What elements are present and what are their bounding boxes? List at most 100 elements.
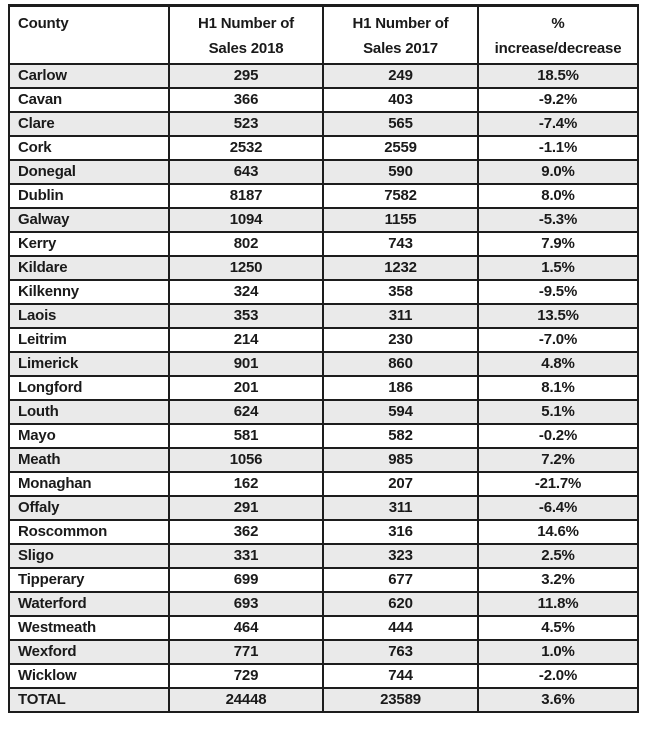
sales-2017-cell: 403 xyxy=(322,87,479,113)
col-header-percent-change: % increase/decrease xyxy=(477,4,639,65)
percent-change-cell: 8.0% xyxy=(477,183,639,209)
sales-2017-cell: 444 xyxy=(322,615,479,641)
percent-change-cell: -2.0% xyxy=(477,663,639,689)
table-row: Cork 2532 2559 -1.1% xyxy=(8,135,639,161)
percent-change-cell: 1.0% xyxy=(477,639,639,665)
col-header-sales-2017-line1: H1 Number of xyxy=(352,15,449,32)
county-cell: Kilkenny xyxy=(8,279,170,305)
table-row: Limerick 901 860 4.8% xyxy=(8,351,639,377)
sales-2017-cell: 207 xyxy=(322,471,479,497)
table-row: Longford 201 186 8.1% xyxy=(8,375,639,401)
percent-change-cell: -1.1% xyxy=(477,135,639,161)
sales-2017-cell: 316 xyxy=(322,519,479,545)
col-header-county: County xyxy=(8,4,170,65)
sales-2018-cell: 291 xyxy=(168,495,324,521)
sales-2017-cell: 249 xyxy=(322,63,479,89)
county-cell: Cork xyxy=(8,135,170,161)
sales-2018-cell: 366 xyxy=(168,87,324,113)
sales-2018-cell: 1094 xyxy=(168,207,324,233)
table-row: Meath 1056 985 7.2% xyxy=(8,447,639,473)
county-cell: Donegal xyxy=(8,159,170,185)
percent-change-cell: 14.6% xyxy=(477,519,639,545)
county-cell: Kerry xyxy=(8,231,170,257)
sales-2017-cell: 323 xyxy=(322,543,479,569)
percent-change-cell: 2.5% xyxy=(477,543,639,569)
percent-change-cell: 8.1% xyxy=(477,375,639,401)
sales-2018-cell: 353 xyxy=(168,303,324,329)
sales-2018-cell: 2532 xyxy=(168,135,324,161)
county-cell: Leitrim xyxy=(8,327,170,353)
county-cell: Roscommon xyxy=(8,519,170,545)
percent-change-cell: 18.5% xyxy=(477,63,639,89)
sales-2017-cell: 230 xyxy=(322,327,479,353)
col-header-sales-2018-line1: H1 Number of xyxy=(198,15,294,32)
table-row: Westmeath 464 444 4.5% xyxy=(8,615,639,641)
sales-2017-cell: 860 xyxy=(322,351,479,377)
table-row: Sligo 331 323 2.5% xyxy=(8,543,639,569)
percent-change-cell: 3.6% xyxy=(477,687,639,713)
sales-2018-cell: 581 xyxy=(168,423,324,449)
sales-2017-cell: 358 xyxy=(322,279,479,305)
sales-2017-cell: 1232 xyxy=(322,255,479,281)
sales-2017-cell: 582 xyxy=(322,423,479,449)
col-header-sales-2017-line2: Sales 2017 xyxy=(363,40,438,57)
col-header-county-label: County xyxy=(18,15,69,32)
percent-change-cell: 1.5% xyxy=(477,255,639,281)
table-row: Mayo 581 582 -0.2% xyxy=(8,423,639,449)
col-header-percent-change-line1: % xyxy=(551,15,565,32)
total-row: TOTAL 24448 23589 3.6% xyxy=(8,687,639,713)
percent-change-cell: -0.2% xyxy=(477,423,639,449)
sales-2017-cell: 744 xyxy=(322,663,479,689)
percent-change-cell: -21.7% xyxy=(477,471,639,497)
col-header-sales-2018: H1 Number of Sales 2018 xyxy=(168,4,324,65)
percent-change-cell: 4.8% xyxy=(477,351,639,377)
county-cell: Offaly xyxy=(8,495,170,521)
sales-2017-cell: 7582 xyxy=(322,183,479,209)
county-cell: Laois xyxy=(8,303,170,329)
table-row: Kildare 1250 1232 1.5% xyxy=(8,255,639,281)
sales-2017-cell: 23589 xyxy=(322,687,479,713)
percent-change-cell: -5.3% xyxy=(477,207,639,233)
sales-2017-cell: 590 xyxy=(322,159,479,185)
percent-change-cell: -6.4% xyxy=(477,495,639,521)
table-row: Wicklow 729 744 -2.0% xyxy=(8,663,639,689)
table-row: Cavan 366 403 -9.2% xyxy=(8,87,639,113)
sales-2018-cell: 362 xyxy=(168,519,324,545)
sales-2018-cell: 693 xyxy=(168,591,324,617)
table-row: Waterford 693 620 11.8% xyxy=(8,591,639,617)
percent-change-cell: 7.2% xyxy=(477,447,639,473)
percent-change-cell: -7.4% xyxy=(477,111,639,137)
percent-change-cell: 9.0% xyxy=(477,159,639,185)
table-row: Tipperary 699 677 3.2% xyxy=(8,567,639,593)
sales-2017-cell: 186 xyxy=(322,375,479,401)
percent-change-cell: 4.5% xyxy=(477,615,639,641)
sales-2018-cell: 523 xyxy=(168,111,324,137)
sales-2017-cell: 677 xyxy=(322,567,479,593)
county-sales-table: County H1 Number of Sales 2018 H1 Number… xyxy=(8,4,639,713)
percent-change-cell: 13.5% xyxy=(477,303,639,329)
sales-2018-cell: 295 xyxy=(168,63,324,89)
table-header: County H1 Number of Sales 2018 H1 Number… xyxy=(8,4,639,65)
county-cell: Clare xyxy=(8,111,170,137)
sales-2017-cell: 594 xyxy=(322,399,479,425)
sales-2018-cell: 771 xyxy=(168,639,324,665)
table-row: Kilkenny 324 358 -9.5% xyxy=(8,279,639,305)
county-cell: Carlow xyxy=(8,63,170,89)
sales-2017-cell: 311 xyxy=(322,303,479,329)
table-row: Leitrim 214 230 -7.0% xyxy=(8,327,639,353)
county-cell: Galway xyxy=(8,207,170,233)
county-cell: Monaghan xyxy=(8,471,170,497)
percent-change-cell: -7.0% xyxy=(477,327,639,353)
col-header-sales-2017: H1 Number of Sales 2017 xyxy=(322,4,479,65)
sales-2018-cell: 901 xyxy=(168,351,324,377)
sales-2018-cell: 1056 xyxy=(168,447,324,473)
sales-2018-cell: 331 xyxy=(168,543,324,569)
county-cell: Westmeath xyxy=(8,615,170,641)
table-row: Roscommon 362 316 14.6% xyxy=(8,519,639,545)
sales-2018-cell: 214 xyxy=(168,327,324,353)
sales-2017-cell: 985 xyxy=(322,447,479,473)
sales-2017-cell: 2559 xyxy=(322,135,479,161)
percent-change-cell: -9.2% xyxy=(477,87,639,113)
county-cell: Louth xyxy=(8,399,170,425)
county-cell: Dublin xyxy=(8,183,170,209)
